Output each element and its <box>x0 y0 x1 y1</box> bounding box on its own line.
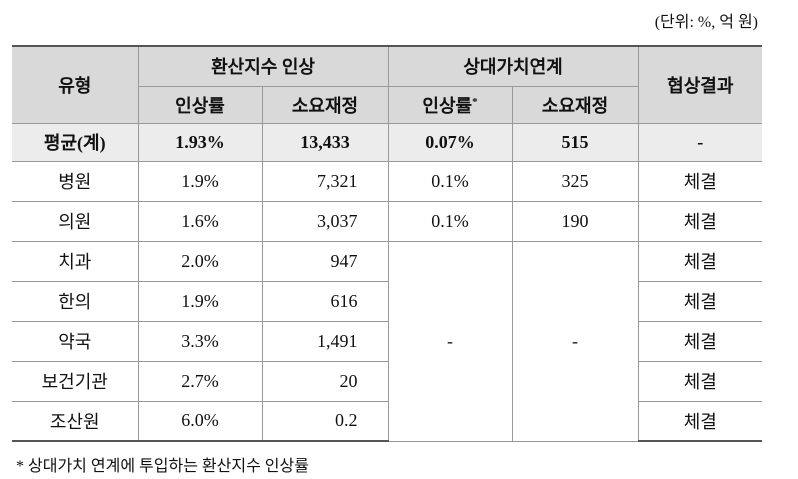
table-cell: 3,037 <box>261 200 389 242</box>
table-cell: 0.1% <box>387 200 513 242</box>
table-cell: 190 <box>511 200 639 242</box>
unit-note: (단위: %, 억 원) <box>654 14 758 31</box>
table-cell: - <box>637 122 763 162</box>
table-cell: 20 <box>261 360 389 402</box>
table-row: 조산원 6.0% 0.2 체결 <box>12 400 763 442</box>
header-cell: 인상률* <box>387 85 513 124</box>
table-cell: 병원 <box>12 160 139 202</box>
table-cell: - <box>387 240 513 442</box>
table-cell: - <box>511 240 639 442</box>
table-cell: 체결 <box>637 360 763 402</box>
table-body: 평균(계) 1.93% 13,433 0.07% 515- 병원 1.9% 7,321 0.1%… <box>12 122 763 442</box>
table-cell: 515 <box>511 122 639 162</box>
table-cell: 2.7% <box>137 360 263 402</box>
table-row: 의원 1.6% 3,037 0.1% 190 체결 <box>12 200 763 242</box>
table-cell: 7,321 <box>261 160 389 202</box>
table-cell: 체결 <box>637 240 763 282</box>
table-cell: 한의 <box>12 280 139 322</box>
table-cell: 325 <box>511 160 639 202</box>
table-cell: 체결 <box>637 400 763 442</box>
header-cell: 소요재정 <box>261 85 389 124</box>
table-row: 평균(계) 1.93% 13,433 0.07% 515- <box>12 122 763 162</box>
table-cell: 1.9% <box>137 280 263 322</box>
table-cell: 체결 <box>637 160 763 202</box>
table-cell: 체결 <box>637 320 763 362</box>
table-cell: 1.6% <box>137 200 263 242</box>
table-cell: 평균(계) <box>12 122 139 162</box>
table-cell: 947 <box>261 240 389 282</box>
table-row: 한의 1.9% 616 체결 <box>12 280 763 322</box>
table-cell: 2.0% <box>137 240 263 282</box>
header-cell: 소요재정 <box>511 85 639 124</box>
footnote-mark: * <box>472 95 478 108</box>
table-row: 약국 3.3% 1,491 체결 <box>12 320 763 362</box>
table-cell: 체결 <box>637 280 763 322</box>
table-cell: 치과 <box>12 240 139 282</box>
header-text: 인상률 <box>422 95 473 116</box>
table-cell: 의원 <box>12 200 139 242</box>
table-cell: 0.07% <box>387 122 513 162</box>
table-cell: 조산원 <box>12 400 139 442</box>
table-cell: 6.0% <box>137 400 263 442</box>
table-cell: 3.3% <box>137 320 263 362</box>
table-cell: 보건기관 <box>12 360 139 402</box>
header-cell: 협상결과 <box>637 45 763 124</box>
table: 유형 환산지수 인상 상대가치연계 협상결과 인상률 소요재정 인상률* 소요재… <box>12 45 763 442</box>
table-row: 치과 2.0% 947- - 체결 <box>12 240 763 442</box>
table-cell: 0.2 <box>261 400 389 442</box>
table-row: 병원 1.9% 7,321 0.1% 325 체결 <box>12 160 763 202</box>
table-cell: 616 <box>261 280 389 322</box>
header-cell: 유형 <box>12 45 139 124</box>
table-cell: 1.9% <box>137 160 263 202</box>
table-cell: 13,433 <box>261 122 389 162</box>
table-row: 보건기관 2.7% 20 체결 <box>12 360 763 402</box>
header-cell: 상대가치연계 <box>387 45 639 87</box>
footnote: * 상대가치 연계에 투입하는 환산지수 인상률 <box>16 458 309 475</box>
table-cell: 1,491 <box>261 320 389 362</box>
table-cell: 체결 <box>637 200 763 242</box>
table-cell: 0.1% <box>387 160 513 202</box>
table-cell: 1.93% <box>137 122 263 162</box>
table-cell: 약국 <box>12 320 139 362</box>
header-cell: 환산지수 인상 <box>137 45 389 87</box>
header-cell: 인상률 <box>138 85 263 124</box>
